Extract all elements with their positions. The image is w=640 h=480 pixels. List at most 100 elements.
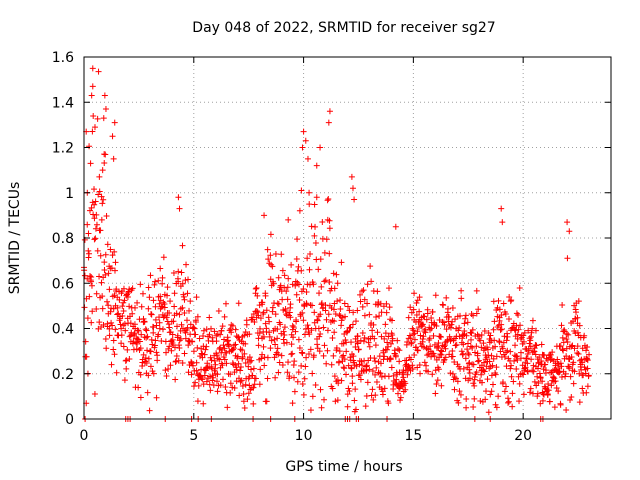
- data-point: [274, 335, 281, 342]
- data-point: [451, 374, 458, 381]
- data-point: [317, 331, 324, 338]
- data-point: [586, 351, 593, 358]
- data-point: [131, 331, 138, 338]
- data-point: [318, 300, 325, 307]
- data-point: [360, 338, 367, 345]
- data-point: [473, 343, 480, 350]
- data-point: [313, 194, 320, 201]
- data-point: [242, 359, 249, 366]
- data-point: [162, 367, 169, 374]
- data-point: [111, 351, 118, 358]
- data-point: [175, 278, 182, 285]
- data-point: [211, 328, 218, 335]
- data-point: [340, 364, 347, 371]
- data-point: [316, 348, 323, 355]
- data-point: [568, 343, 575, 350]
- data-point: [491, 337, 498, 344]
- data-point: [300, 286, 307, 293]
- data-point: [203, 378, 210, 385]
- data-point: [471, 395, 478, 402]
- data-point: [311, 201, 318, 208]
- y-tick-label: 0.6: [52, 276, 74, 292]
- data-point: [534, 390, 541, 397]
- data-point: [473, 310, 480, 317]
- data-point: [513, 366, 520, 373]
- data-point: [91, 201, 98, 208]
- data-point: [455, 399, 462, 406]
- data-point: [404, 339, 411, 346]
- data-point: [384, 346, 391, 353]
- data-point: [99, 305, 106, 312]
- data-point: [482, 396, 489, 403]
- data-point: [312, 382, 319, 389]
- data-point: [239, 353, 246, 360]
- data-point: [465, 360, 472, 367]
- data-point: [163, 314, 170, 321]
- data-point: [220, 354, 227, 361]
- data-point: [357, 291, 364, 298]
- data-point: [354, 307, 361, 314]
- data-point: [121, 297, 128, 304]
- data-point: [262, 292, 269, 299]
- data-point: [144, 333, 151, 340]
- data-point: [410, 331, 417, 338]
- data-point: [448, 336, 455, 343]
- data-point: [504, 333, 511, 340]
- data-point: [239, 382, 246, 389]
- data-point: [288, 351, 295, 358]
- data-point: [274, 345, 281, 352]
- data-point: [506, 293, 513, 300]
- data-point: [366, 366, 373, 373]
- data-point: [328, 361, 335, 368]
- data-point: [451, 386, 458, 393]
- data-point: [313, 162, 320, 169]
- data-point: [309, 302, 316, 309]
- data-point: [214, 371, 221, 378]
- data-point: [218, 327, 225, 334]
- data-point: [154, 352, 161, 359]
- data-point: [366, 311, 373, 318]
- data-point: [113, 286, 120, 293]
- data-point: [275, 274, 282, 281]
- data-point: [86, 293, 93, 300]
- data-point: [188, 360, 195, 367]
- data-point: [105, 302, 112, 309]
- data-point: [315, 325, 322, 332]
- data-point: [279, 296, 286, 303]
- data-point: [182, 277, 189, 284]
- data-point: [505, 398, 512, 405]
- data-point: [515, 326, 522, 333]
- y-tick-label: 0.8: [52, 231, 74, 247]
- data-point: [143, 327, 150, 334]
- data-point: [532, 341, 539, 348]
- data-point: [361, 296, 368, 303]
- data-point: [96, 319, 103, 326]
- data-point: [323, 316, 330, 323]
- data-point: [534, 365, 541, 372]
- data-point: [291, 388, 298, 395]
- data-point: [481, 327, 488, 334]
- data-point: [299, 380, 306, 387]
- data-point: [405, 314, 412, 321]
- data-point: [241, 404, 248, 411]
- data-point: [349, 373, 356, 380]
- data-point: [170, 318, 177, 325]
- data-point: [83, 353, 90, 360]
- data-point: [505, 316, 512, 323]
- data-point: [520, 391, 527, 398]
- data-point: [248, 366, 255, 373]
- data-point: [93, 305, 100, 312]
- data-point: [106, 332, 113, 339]
- data-point: [200, 381, 207, 388]
- data-point: [142, 355, 149, 362]
- data-point: [336, 348, 343, 355]
- data-point: [227, 380, 234, 387]
- data-point: [468, 330, 475, 337]
- data-point: [433, 381, 440, 388]
- data-point: [167, 298, 174, 305]
- data-point: [210, 374, 217, 381]
- data-point: [253, 285, 260, 292]
- data-point: [156, 325, 163, 332]
- data-point: [508, 297, 515, 304]
- data-point: [136, 338, 143, 345]
